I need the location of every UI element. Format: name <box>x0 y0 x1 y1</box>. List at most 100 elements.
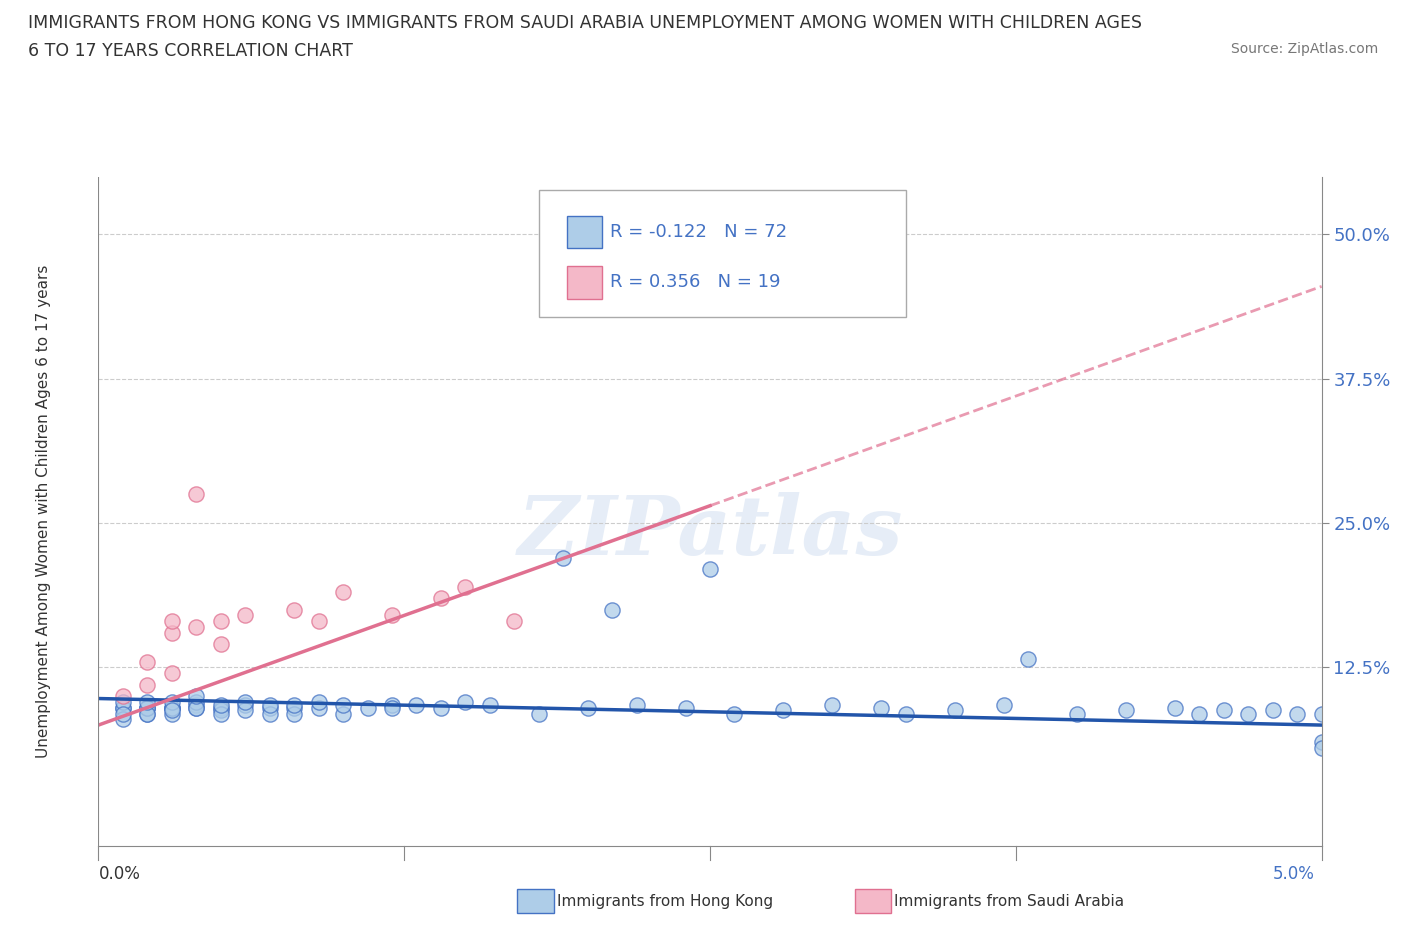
Point <box>1237 706 1260 721</box>
Point <box>186 689 208 704</box>
Point <box>626 698 648 713</box>
Point <box>186 700 208 715</box>
Point <box>111 700 134 715</box>
Point <box>675 700 697 715</box>
Point <box>1188 706 1211 721</box>
FancyBboxPatch shape <box>538 190 905 317</box>
Point <box>1017 652 1039 667</box>
Point <box>1310 735 1333 750</box>
Point <box>993 698 1015 713</box>
Point <box>209 706 232 721</box>
Text: 6 TO 17 YEARS CORRELATION CHART: 6 TO 17 YEARS CORRELATION CHART <box>28 42 353 60</box>
Point <box>111 706 134 721</box>
Point <box>186 486 208 501</box>
Point <box>186 698 208 713</box>
Point <box>527 706 550 721</box>
Point <box>136 700 159 715</box>
Point <box>160 614 183 629</box>
Point <box>233 608 256 623</box>
Text: ZIPatlas: ZIPatlas <box>517 492 903 572</box>
Point <box>209 614 232 629</box>
Point <box>186 619 208 634</box>
Point <box>160 700 183 715</box>
Text: R = 0.356   N = 19: R = 0.356 N = 19 <box>610 272 780 291</box>
Point <box>576 297 599 312</box>
Point <box>332 585 354 600</box>
Text: IMMIGRANTS FROM HONG KONG VS IMMIGRANTS FROM SAUDI ARABIA UNEMPLOYMENT AMONG WOM: IMMIGRANTS FROM HONG KONG VS IMMIGRANTS … <box>28 14 1142 32</box>
Point <box>160 703 183 718</box>
Point <box>308 614 330 629</box>
Point <box>160 700 183 715</box>
FancyBboxPatch shape <box>567 266 602 299</box>
Point <box>600 603 623 618</box>
Text: 0.0%: 0.0% <box>98 865 141 883</box>
Point <box>723 706 745 721</box>
Point <box>308 700 330 715</box>
Point <box>136 695 159 710</box>
Point <box>209 700 232 715</box>
Point <box>503 614 526 629</box>
Point <box>1310 706 1333 721</box>
Point <box>209 698 232 713</box>
Point <box>943 703 966 718</box>
Point <box>233 695 256 710</box>
Point <box>283 706 305 721</box>
Text: 5.0%: 5.0% <box>1272 865 1315 883</box>
Point <box>233 698 256 713</box>
Point <box>553 551 575 565</box>
Point <box>259 706 281 721</box>
Point <box>356 700 378 715</box>
Point <box>576 700 599 715</box>
Point <box>160 700 183 715</box>
Point <box>699 562 721 577</box>
Point <box>160 666 183 681</box>
Point <box>430 591 453 605</box>
Point <box>1115 703 1137 718</box>
Point <box>332 698 354 713</box>
Point <box>209 703 232 718</box>
Point <box>430 700 453 715</box>
Point <box>1310 740 1333 755</box>
Point <box>332 706 354 721</box>
Text: Source: ZipAtlas.com: Source: ZipAtlas.com <box>1230 42 1378 56</box>
Point <box>233 703 256 718</box>
Point <box>111 711 134 726</box>
Point <box>136 706 159 721</box>
Point <box>308 695 330 710</box>
Text: R = -0.122   N = 72: R = -0.122 N = 72 <box>610 222 787 241</box>
Text: Immigrants from Saudi Arabia: Immigrants from Saudi Arabia <box>894 894 1125 909</box>
Point <box>381 698 404 713</box>
Point <box>772 703 794 718</box>
Text: Unemployment Among Women with Children Ages 6 to 17 years: Unemployment Among Women with Children A… <box>37 265 51 758</box>
Point <box>454 579 477 594</box>
Point <box>283 603 305 618</box>
Point <box>160 706 183 721</box>
Point <box>136 654 159 669</box>
Point <box>209 637 232 652</box>
Point <box>1066 706 1088 721</box>
Point <box>870 700 893 715</box>
Text: Immigrants from Hong Kong: Immigrants from Hong Kong <box>557 894 773 909</box>
Point <box>111 695 134 710</box>
Point <box>821 698 844 713</box>
Point <box>186 695 208 710</box>
Point <box>1164 700 1187 715</box>
Point <box>1212 703 1234 718</box>
Point <box>405 698 427 713</box>
Point <box>381 608 404 623</box>
FancyBboxPatch shape <box>567 216 602 248</box>
Point <box>136 706 159 721</box>
Point <box>1261 703 1284 718</box>
Point <box>186 700 208 715</box>
Point <box>136 700 159 715</box>
Point <box>283 698 305 713</box>
Point <box>478 698 501 713</box>
Point <box>381 700 404 715</box>
Point <box>160 625 183 640</box>
Point <box>111 689 134 704</box>
Point <box>136 677 159 692</box>
Point <box>160 695 183 710</box>
Point <box>259 700 281 715</box>
Point <box>1286 706 1309 721</box>
Point <box>894 706 917 721</box>
